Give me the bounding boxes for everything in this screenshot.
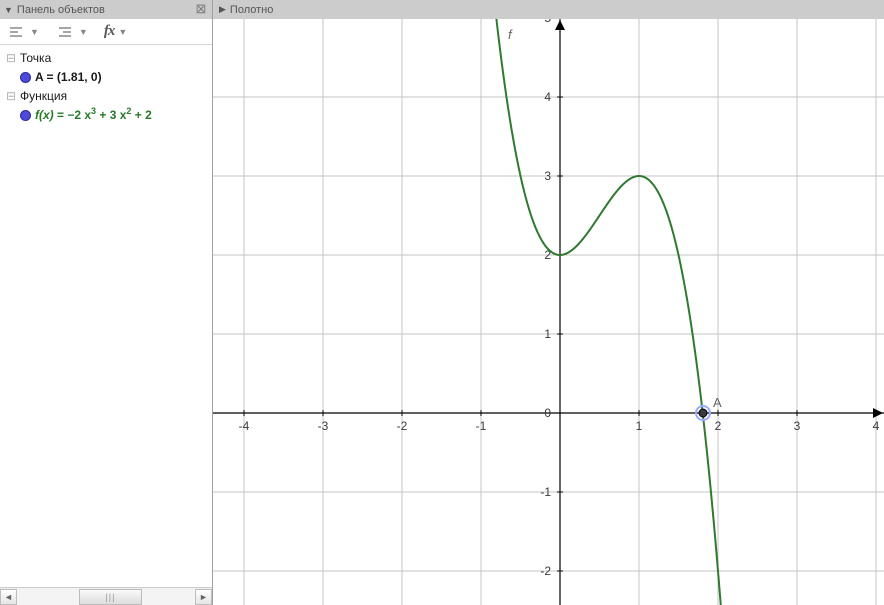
tree-category[interactable]: ⊟ Точка [2,49,210,68]
category-label: Точка [20,49,51,68]
app-root: ▼ Панель объектов ⊠ ▼ ▼ fx ▼ ⊟ Точка [0,0,884,605]
svg-text:0: 0 [544,406,551,420]
justify-right-icon[interactable] [55,22,75,42]
svg-text:2: 2 [715,419,722,433]
svg-text:3: 3 [544,169,551,183]
scroll-left-icon[interactable]: ◄ [0,589,17,605]
dropdown-icon[interactable]: ▼ [30,27,39,37]
sidebar-toolbar: ▼ ▼ fx ▼ [0,19,212,45]
bullet-icon[interactable] [20,110,31,121]
expand-icon[interactable]: ▶ [219,4,226,15]
tree-connector-icon: ⊟ [6,87,16,106]
object-tree[interactable]: ⊟ Точка A = (1.81, 0) ⊟ Функция f(x) = −… [0,45,212,587]
svg-text:4: 4 [544,90,551,104]
tree-item-function[interactable]: f(x) = −2 x3 + 3 x2 + 2 [2,106,210,125]
bullet-icon[interactable] [20,72,31,83]
svg-text:-2: -2 [397,419,408,433]
scroll-track[interactable]: ||| [17,589,195,605]
sidebar-header[interactable]: ▼ Панель объектов ⊠ [0,0,212,19]
tree-item-point[interactable]: A = (1.81, 0) [2,68,210,87]
svg-text:f: f [508,27,513,42]
canvas-title: Полотно [230,4,273,16]
scroll-right-icon[interactable]: ► [195,589,212,605]
sidebar-hscrollbar[interactable]: ◄ ||| ► [0,587,212,605]
svg-text:-2: -2 [540,564,551,578]
svg-text:-1: -1 [540,485,551,499]
canvas-area: ▶ Полотно -4-3-2-11234-2-10123456fA [213,0,884,605]
dropdown-icon[interactable]: ▼ [79,27,88,37]
svg-text:3: 3 [794,419,801,433]
scroll-thumb[interactable]: ||| [79,589,141,605]
sidebar-title: Панель объектов [17,4,105,16]
tree-connector-icon: ⊟ [6,49,16,68]
point-definition: A = (1.81, 0) [35,68,102,87]
svg-text:4: 4 [873,419,880,433]
svg-text:-1: -1 [476,419,487,433]
fx-icon[interactable]: fx [104,23,115,40]
svg-text:1: 1 [544,327,551,341]
svg-text:A: A [713,395,722,410]
dropdown-icon[interactable]: ▼ [118,27,127,37]
category-label: Функция [20,87,67,106]
plot[interactable]: -4-3-2-11234-2-10123456fA [213,19,884,605]
svg-text:1: 1 [636,419,643,433]
function-definition: f(x) = −2 x3 + 3 x2 + 2 [35,106,152,125]
collapse-icon[interactable]: ▼ [4,5,13,15]
tree-category[interactable]: ⊟ Функция [2,87,210,106]
svg-text:5: 5 [544,19,551,25]
sidebar: ▼ Панель объектов ⊠ ▼ ▼ fx ▼ ⊟ Точка [0,0,213,605]
svg-text:-4: -4 [239,419,250,433]
plot-svg[interactable]: -4-3-2-11234-2-10123456fA [213,19,884,605]
svg-text:-3: -3 [318,419,329,433]
justify-left-icon[interactable] [6,22,26,42]
close-icon[interactable]: ⊠ [194,3,208,17]
canvas-header[interactable]: ▶ Полотно [213,0,884,19]
